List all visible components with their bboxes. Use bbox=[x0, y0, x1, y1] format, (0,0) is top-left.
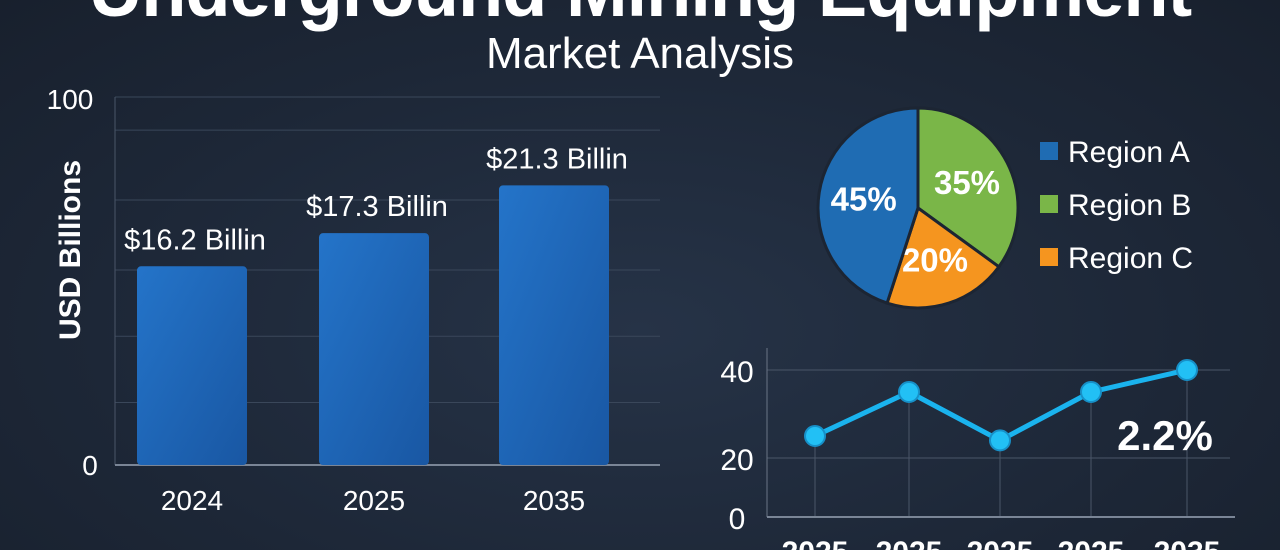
x-tick-label: 2035 bbox=[523, 485, 585, 516]
pie-slice bbox=[816, 106, 920, 305]
pie-slice-label: 20% bbox=[902, 241, 968, 278]
data-point bbox=[989, 429, 1011, 452]
growth-rate-annotation: 2.2% bbox=[1117, 412, 1213, 459]
x-tick-label: 2025 bbox=[967, 536, 1034, 550]
x-tick-label: 2035 bbox=[1154, 536, 1221, 550]
legend-label: Region A bbox=[1068, 136, 1190, 169]
x-tick-label: 2024 bbox=[161, 485, 223, 516]
bar bbox=[137, 266, 247, 465]
bar bbox=[499, 185, 609, 465]
pie-slice-label: 35% bbox=[934, 164, 1000, 201]
bar bbox=[319, 233, 429, 465]
data-point bbox=[1176, 359, 1198, 381]
bar-data-label: $16.2 Billin bbox=[124, 224, 266, 256]
x-tick-label: 2025 bbox=[876, 536, 943, 550]
bar-data-label: $17.3 Billin bbox=[306, 191, 448, 223]
x-tick-label: 2025 bbox=[782, 536, 849, 550]
bar-data-label: $21.3 Billin bbox=[486, 143, 628, 175]
y-axis-label: USD Billions bbox=[54, 160, 87, 340]
pie-slice bbox=[916, 106, 1020, 269]
data-point bbox=[898, 381, 920, 403]
legend-swatch bbox=[1040, 142, 1058, 160]
legend-label: Region B bbox=[1068, 189, 1191, 222]
data-point bbox=[1080, 381, 1102, 403]
chart-title: Underground Mining Equipment bbox=[0, 0, 1280, 28]
legend-label: Region C bbox=[1068, 242, 1193, 275]
legend-swatch bbox=[1040, 248, 1058, 266]
x-tick-label: 2025 bbox=[1058, 536, 1125, 550]
pie-slice-label: 45% bbox=[831, 180, 897, 217]
chart-subtitle: Market Analysis bbox=[485, 29, 795, 78]
y-tick-label: 40 bbox=[720, 356, 753, 389]
x-tick-label: 2025 bbox=[343, 485, 405, 516]
pie-slice bbox=[885, 205, 1001, 310]
data-point bbox=[804, 425, 826, 447]
y-tick-label: 0 bbox=[82, 450, 98, 481]
y-tick-label: 0 bbox=[729, 503, 746, 536]
y-tick-label: 20 bbox=[720, 444, 753, 477]
legend-swatch bbox=[1040, 195, 1058, 213]
y-tick-label: 100 bbox=[47, 84, 94, 115]
